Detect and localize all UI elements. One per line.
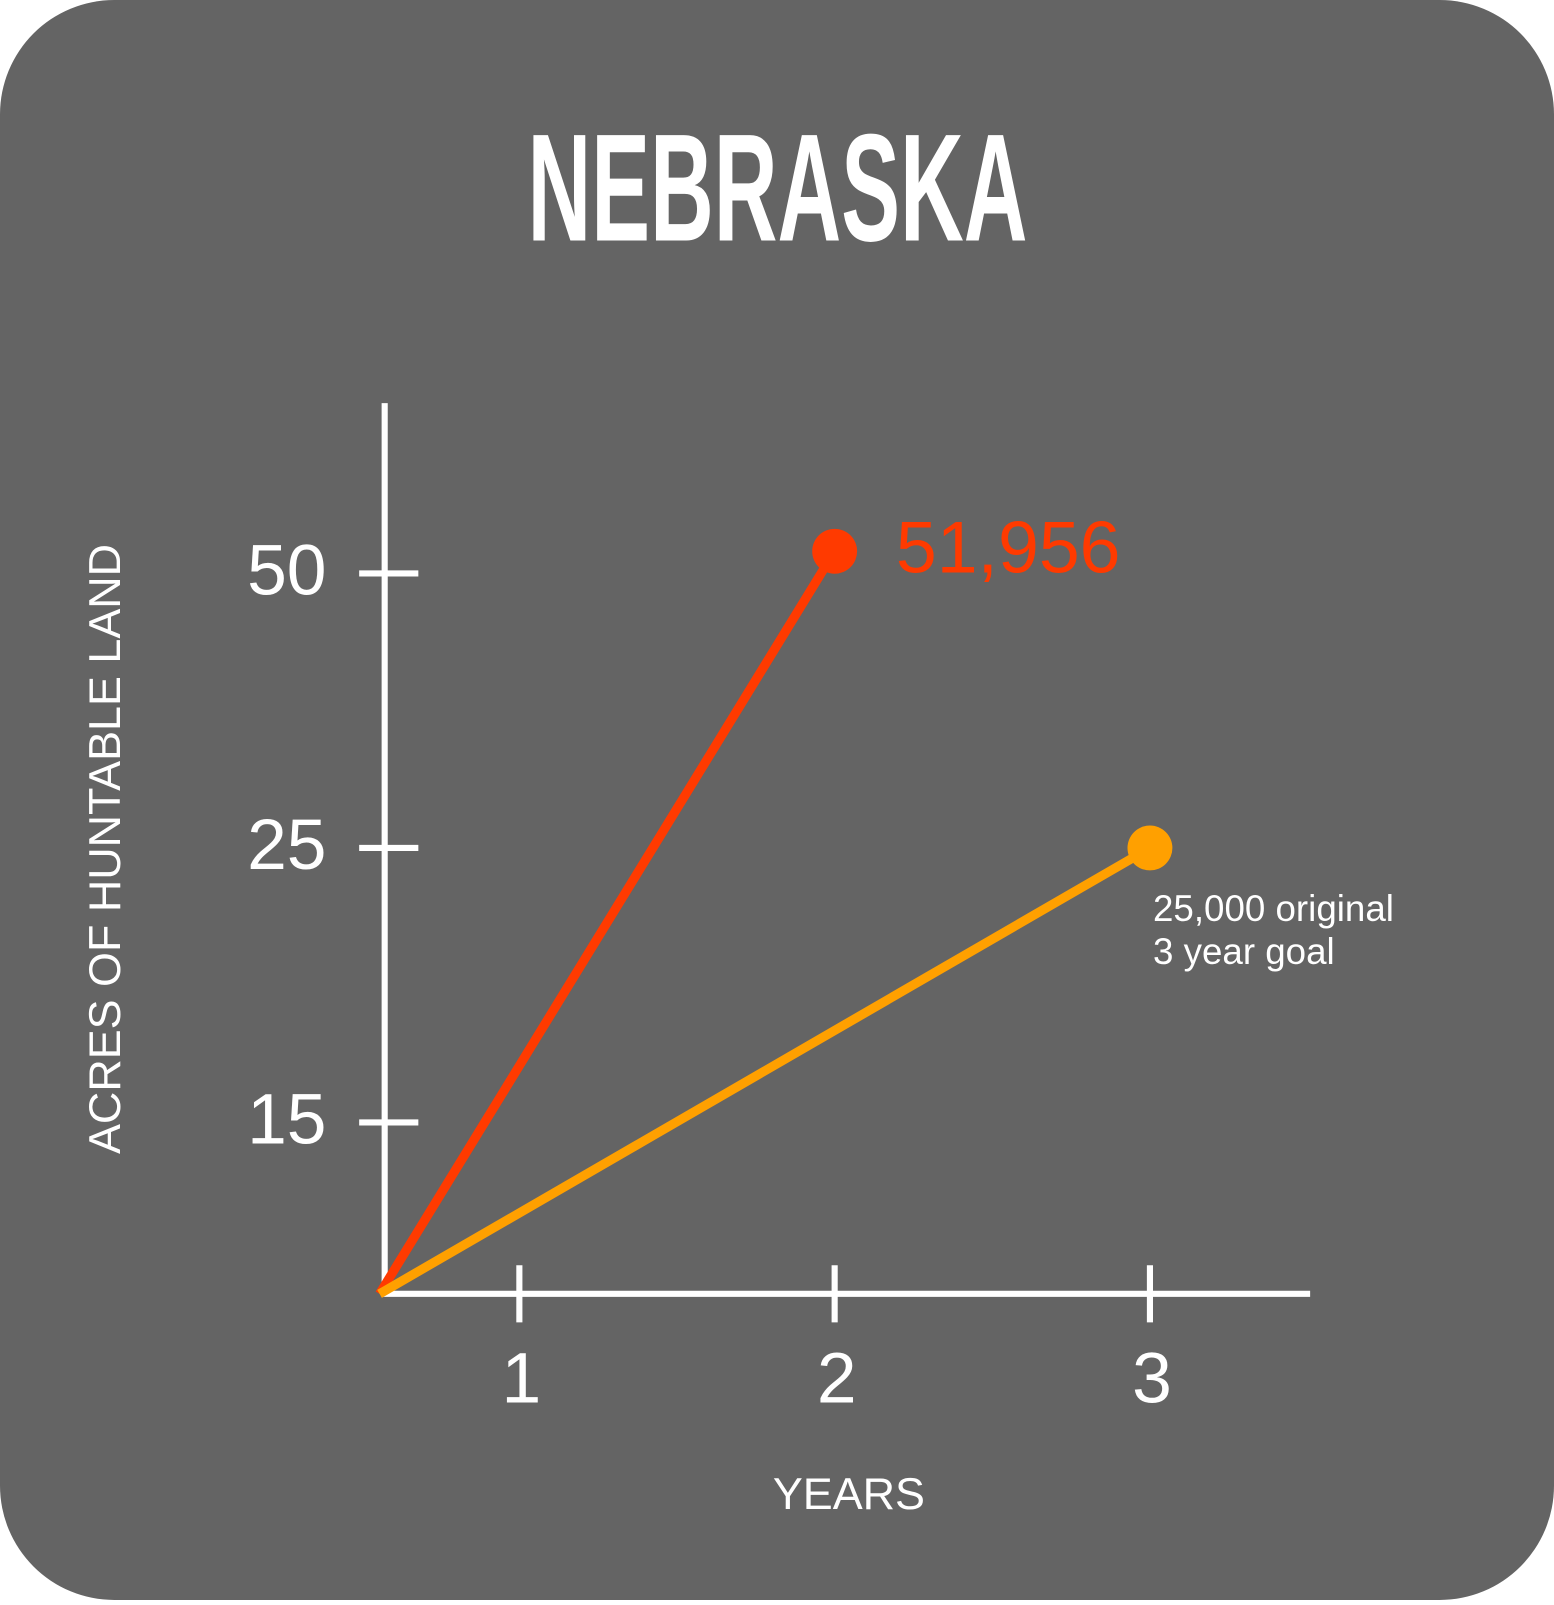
series-line	[375, 548, 839, 1297]
series-line	[377, 843, 1153, 1298]
data-label: 51,956	[896, 506, 1121, 589]
x-tick-label: 2	[817, 1339, 857, 1419]
annotation: 3 year goal	[1153, 931, 1335, 972]
x-axis-label: YEARS	[773, 1468, 925, 1519]
y-tick-label: 15	[247, 1079, 326, 1159]
x-tick-label: 1	[502, 1339, 542, 1419]
y-axis-label: ACRES OF HUNTABLE LAND	[79, 544, 130, 1154]
chart-title: NEBRASKA	[528, 102, 1028, 273]
end-point	[812, 528, 858, 574]
y-tick-label: 25	[247, 805, 326, 885]
y-tick-label: 50	[247, 530, 326, 610]
x-tick-label: 3	[1132, 1339, 1172, 1419]
annotation: 25,000 original	[1153, 888, 1394, 929]
end-point	[1127, 825, 1173, 871]
